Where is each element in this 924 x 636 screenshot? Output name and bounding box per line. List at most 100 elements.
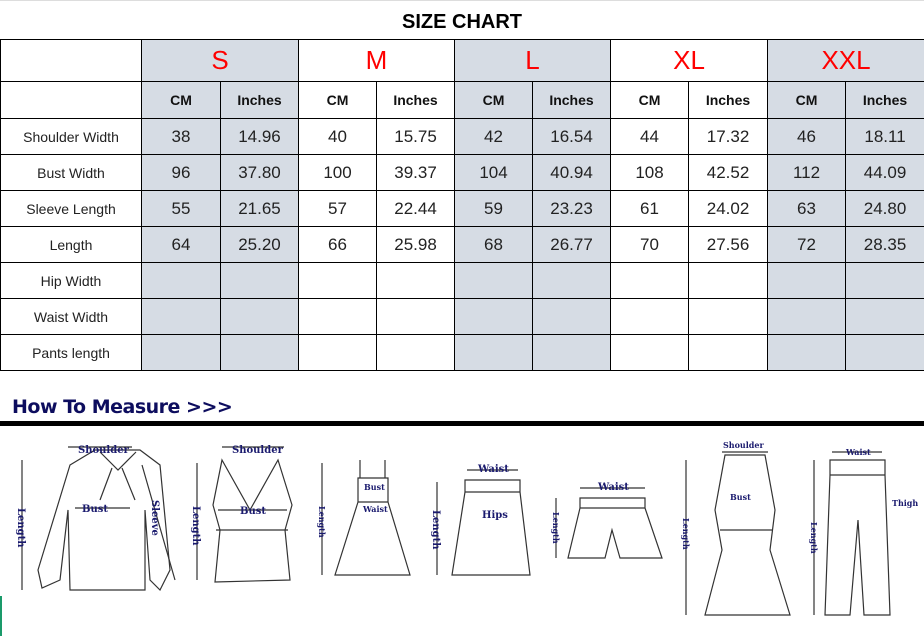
measurement-cell <box>532 262 612 299</box>
measurement-cell <box>375 334 456 371</box>
measurement-cell: 96 <box>141 154 221 191</box>
measurement-cell <box>532 298 612 335</box>
table-row: Shoulder Width 38 14.96 40 15.75 42 16.54 44 17.… <box>0 118 924 155</box>
label-waist: Waist <box>597 482 629 493</box>
measurement-cell: 27.56 <box>688 226 769 263</box>
measurement-cell: 44 <box>610 118 690 155</box>
row-label: Sleeve Length <box>0 190 142 227</box>
measurement-cell <box>767 298 847 335</box>
measurement-cell <box>375 262 456 299</box>
measurement-cell <box>532 334 612 371</box>
measurement-cell <box>298 334 377 371</box>
table-row: Waist Width <box>0 298 924 335</box>
measurement-cell: 100 <box>298 154 377 191</box>
edge-strip <box>0 596 2 636</box>
measurement-cell <box>220 262 299 299</box>
measurement-cell <box>845 334 924 371</box>
label-length: Length <box>317 506 327 538</box>
unit-label: Inches <box>375 81 456 119</box>
shorts-illustration <box>555 487 663 559</box>
measurement-cell: 112 <box>767 154 847 191</box>
label-waist: Waist <box>845 447 871 457</box>
table-row: Pants length <box>0 334 924 371</box>
size-header-row: S M L XL XXL <box>0 39 924 82</box>
measurement-cell <box>375 298 456 335</box>
measurement-cell <box>454 262 534 299</box>
label-length: Length <box>15 508 26 548</box>
measurement-cell: 23.23 <box>532 190 612 227</box>
measurement-cell: 28.35 <box>845 226 924 263</box>
measurement-cell <box>610 298 690 335</box>
measurement-cell <box>688 262 769 299</box>
size-label: XL <box>610 39 769 82</box>
label-shoulder: Shoulder <box>78 445 130 456</box>
label-waist: Waist <box>362 504 388 514</box>
measurement-cell: 40 <box>298 118 377 155</box>
size-label: L <box>454 39 612 82</box>
how-to-measure-heading: How To Measure >>> <box>12 396 233 418</box>
unit-header-row: CM Inches CM Inches CM Inches CM Inches CM Inches <box>0 81 924 119</box>
label-waist: Waist <box>477 464 509 475</box>
label-thigh: Thigh <box>892 498 918 508</box>
measurement-cell: 25.98 <box>375 226 456 263</box>
measurement-cell <box>610 334 690 371</box>
corner-cell <box>0 39 142 82</box>
corner-cell <box>0 81 142 119</box>
unit-label: CM <box>767 81 847 119</box>
dress-illustration <box>321 460 411 576</box>
label-shoulder: Shoulder <box>723 440 764 450</box>
measurement-cell: 61 <box>610 190 690 227</box>
measurement-cell: 26.77 <box>532 226 612 263</box>
size-label: M <box>297 39 456 82</box>
measurement-cell: 104 <box>454 154 534 191</box>
measurement-cell: 39.37 <box>375 154 456 191</box>
row-label: Bust Width <box>0 154 142 191</box>
measurement-cell: 40.94 <box>532 154 612 191</box>
measurement-cell: 42 <box>454 118 534 155</box>
measurement-cell: 55 <box>141 190 221 227</box>
measurement-cell: 42.52 <box>688 154 769 191</box>
table-row: Sleeve Length 55 21.65 57 22.44 59 23.23 61 24.0… <box>0 190 924 227</box>
measurement-cell: 70 <box>610 226 690 263</box>
label-sleeve: Sleeve <box>149 500 160 536</box>
measurement-cell: 72 <box>767 226 847 263</box>
measurement-cell: 44.09 <box>845 154 924 191</box>
measurement-cell <box>220 334 299 371</box>
measurement-cell <box>688 334 769 371</box>
label-shoulder: Shoulder <box>232 445 284 456</box>
measurement-cell <box>141 298 221 335</box>
label-length: Length <box>551 512 561 544</box>
label-length: Length <box>809 522 819 554</box>
size-label: S <box>141 39 299 82</box>
row-label: Shoulder Width <box>0 118 142 155</box>
blouse-illustration <box>21 446 176 592</box>
measurement-cell: 24.02 <box>688 190 769 227</box>
measurement-cell <box>220 298 299 335</box>
measurement-cell: 21.65 <box>220 190 299 227</box>
measurement-cell: 22.44 <box>375 190 456 227</box>
label-length: Length <box>430 510 441 550</box>
measurement-cell: 37.80 <box>220 154 299 191</box>
measurement-cell: 14.96 <box>220 118 299 155</box>
label-hips: Hips <box>482 510 508 521</box>
trench-coat-illustration <box>685 451 791 616</box>
measurement-cell <box>454 298 534 335</box>
unit-label: CM <box>298 81 377 119</box>
measurement-cell: 16.54 <box>532 118 612 155</box>
measurement-cell <box>141 334 221 371</box>
size-label: XXL <box>767 39 924 82</box>
unit-label: Inches <box>532 81 612 119</box>
divider <box>0 421 924 426</box>
measurement-cell: 38 <box>141 118 221 155</box>
measurement-cell: 15.75 <box>375 118 456 155</box>
unit-label: Inches <box>688 81 769 119</box>
unit-label: CM <box>141 81 221 119</box>
table-row: Bust Width 96 37.80 100 39.37 104 40.94 108 42.5… <box>0 154 924 191</box>
measurement-cell <box>845 262 924 299</box>
skirt-illustration <box>436 469 531 576</box>
row-label: Pants length <box>0 334 142 371</box>
measurement-cell: 57 <box>298 190 377 227</box>
measurement-cell <box>767 334 847 371</box>
row-label: Waist Width <box>0 298 142 335</box>
row-label: Length <box>0 226 142 263</box>
